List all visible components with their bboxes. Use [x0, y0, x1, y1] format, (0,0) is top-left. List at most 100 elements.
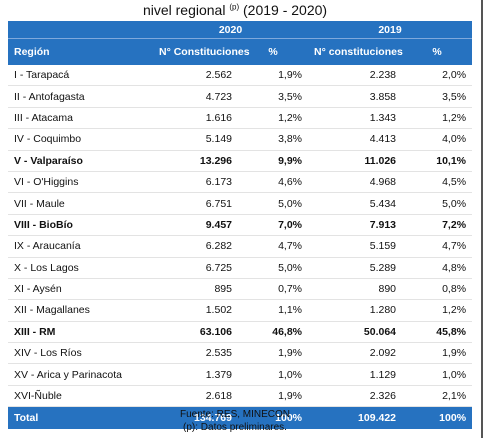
header-row: Región N° Constituciones% N° constitucione… [8, 38, 473, 65]
cell: 3.858 [308, 85, 403, 108]
cell: IV - Coquimbo [8, 128, 153, 151]
cell: X - Los Lagos [8, 257, 153, 279]
title-period: (2019 - 2020) [243, 2, 328, 18]
table-row: XI - Aysén 895 0,7% 890 0,8% [8, 278, 473, 301]
column-header: N° constituciones [308, 38, 403, 65]
cell: 45,8% [402, 321, 473, 344]
cell: V - Valparaíso [8, 150, 153, 172]
cell: 7,2% [402, 214, 473, 237]
cell: 1,2% [238, 107, 309, 130]
total-cell: Total [8, 406, 153, 430]
cell: 4,7% [238, 235, 309, 258]
cell: XI - Aysén [8, 278, 153, 301]
cell: IX - Araucanía [8, 235, 153, 258]
cell: 5.289 [308, 257, 403, 279]
cell: 2,1% [402, 385, 473, 408]
cell: 6.282 [153, 235, 238, 258]
cell: 1.280 [308, 299, 403, 322]
cell: 0,7% [238, 278, 309, 301]
cell: 4.968 [308, 171, 403, 194]
cell: 7,0% [238, 214, 309, 237]
cell: 3,8% [238, 128, 309, 151]
column-header: % [238, 38, 309, 65]
table-row: III - Atacama 1.616 1,2% 1.343 1,2% [8, 107, 473, 130]
cell: XV - Arica y Parinacota [8, 363, 153, 386]
table-row: I - Tarapacá 2.562 1,9% 2.238 2,0% [8, 65, 473, 87]
table-row: XII - Magallanes 1.502 1,1% 1.280 1,2% [8, 299, 473, 322]
title-sup: (p) [229, 2, 240, 12]
cell: 1,2% [402, 107, 473, 130]
table-row: XIII - RM 63.106 46,8% 50.064 45,8% [8, 321, 473, 344]
table-row: VI - O'Higgins 6.173 4,6% 4.968 4,5% [8, 171, 473, 194]
table-row: II - Antofagasta 4.723 3,5% 3.858 3,5% [8, 85, 473, 108]
cell: 6.725 [153, 257, 238, 279]
cell: 2,0% [402, 65, 473, 87]
cell: 1,1% [238, 299, 309, 322]
table-row: IX - Araucanía 6.282 4,7% 5.159 4,7% [8, 235, 473, 258]
cell: 4.413 [308, 128, 403, 151]
cell: 3,5% [402, 85, 473, 108]
cell: 4,5% [402, 171, 473, 194]
edge [481, 0, 483, 438]
table-row: VIII - BioBío 9.457 7,0% 7.913 7,2% [8, 214, 473, 237]
cell: 63.106 [153, 321, 238, 344]
cell: 1.129 [308, 363, 403, 386]
year: 2020 [153, 21, 309, 39]
cell: 1,2% [402, 299, 473, 322]
cell: 2.326 [308, 385, 403, 408]
cell: 1,9% [238, 65, 309, 87]
cell: 1.379 [153, 363, 238, 386]
cell: 5,0% [238, 192, 309, 215]
cell: XVI-Ñuble [8, 385, 153, 408]
cell: 2.238 [308, 65, 403, 87]
total-cell: 134.769 [153, 406, 238, 430]
source: Fuente: RES, MINECON [179, 409, 291, 420]
cell: 1.502 [153, 299, 238, 322]
cell: 5,0% [238, 257, 309, 279]
cell: 6.751 [153, 192, 238, 215]
total-cell: 109.422 [308, 406, 403, 430]
cell: 9.457 [153, 214, 238, 237]
column-header: Región [8, 38, 153, 65]
cell: 5,0% [402, 192, 473, 215]
cell: 4,0% [402, 128, 473, 151]
cell: 1,9% [238, 342, 309, 365]
title: nivel regional (p) (2019 - 2020) [0, 2, 470, 18]
column-header: N° Constituciones [153, 38, 250, 65]
cell: 4.723 [153, 85, 238, 108]
cell: 10,1% [402, 150, 473, 172]
table-row: XV - Arica y Parinacota 1.379 1,0% 1.129 1,0… [8, 363, 473, 386]
cell: 895 [153, 278, 238, 301]
cell: 7.913 [308, 214, 403, 237]
cell: 1,9% [402, 342, 473, 365]
cell: XIV - Los Ríos [8, 342, 153, 365]
cell: 1,0% [402, 363, 473, 386]
cell: 6.173 [153, 171, 238, 194]
cell: 890 [308, 278, 403, 301]
table-row: VII - Maule 6.751 5,0% 5.434 5,0% [8, 192, 473, 215]
title-text: nivel regional [142, 2, 226, 18]
total-cell: 100% [402, 406, 473, 430]
cell: 11.026 [308, 150, 403, 172]
cell: 1,0% [238, 363, 309, 386]
cell: 2.535 [153, 342, 238, 365]
table-row: XIV - Los Ríos 2.535 1,9% 2.092 1,9% [8, 342, 473, 365]
table-row: XVI-Ñuble 2.618 1,9% 2.326 2,1% [8, 385, 473, 408]
cell: 4,7% [402, 235, 473, 258]
table-row: V - Valparaíso 13.296 9,9% 11.026 10,1% [8, 150, 473, 172]
cell: 46,8% [238, 321, 309, 344]
cell: 2.562 [153, 65, 238, 87]
cell: 4,8% [402, 257, 473, 279]
cell: 2.092 [308, 342, 403, 365]
table-body: I - Tarapacá 2.562 1,9% 2.238 2,0% II - Antof… [8, 65, 473, 408]
cell: 1,9% [238, 385, 309, 408]
cell: VII - Maule [8, 192, 153, 215]
cell: 50.064 [308, 321, 403, 344]
cell: 5.149 [153, 128, 238, 151]
cell: 3,5% [238, 85, 309, 108]
cell: 2.618 [153, 385, 238, 408]
data-table: 2020 2019 Región N° Constituciones% N° cons… [8, 21, 473, 430]
cell: III - Atacama [8, 107, 153, 130]
table-row: X - Los Lagos 6.725 5,0% 5.289 4,8% [8, 257, 473, 279]
